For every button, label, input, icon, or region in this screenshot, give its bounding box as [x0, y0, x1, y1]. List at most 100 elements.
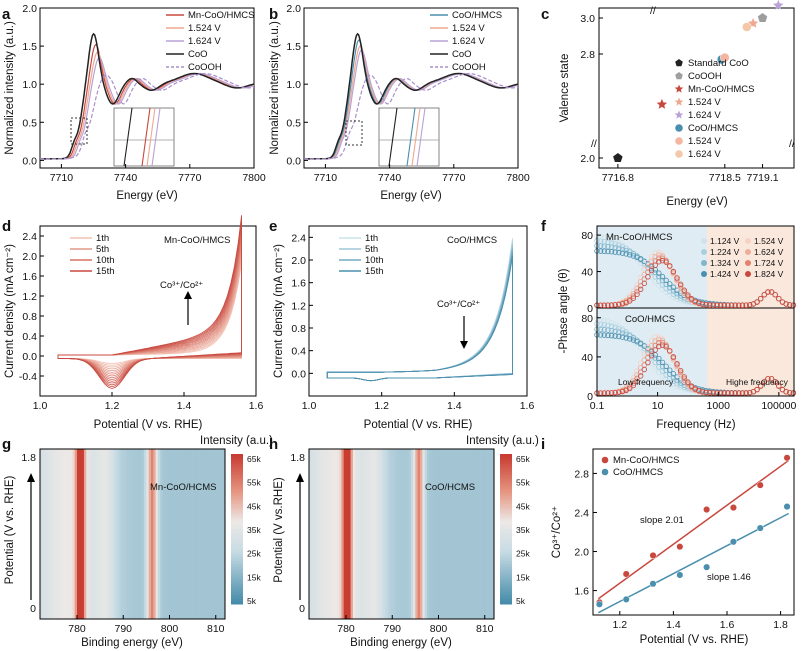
panel-g-heatmap: Mn-CoO/HCMS 65k 55k 45k 35k 25k 15k 5k Intensi… — [4, 435, 273, 649]
phase-point — [707, 390, 713, 396]
x-tick-label: 1.6 — [249, 400, 264, 412]
x-tick-label: 780 — [68, 623, 86, 635]
axis-break-top: // — [650, 5, 656, 17]
colorbar-cell — [500, 566, 512, 570]
heatmap-column — [410, 449, 414, 619]
heatmap-column — [355, 449, 358, 619]
point-pentagon — [757, 13, 768, 22]
colorbar-cell — [231, 486, 243, 490]
x-axis-label: Energy (eV) — [666, 196, 728, 208]
legend-marker — [701, 238, 707, 244]
phase-point — [648, 343, 655, 349]
arrow-down-head — [460, 341, 468, 349]
phase-point — [656, 355, 662, 362]
colorbar-cell — [500, 466, 512, 470]
colorbar-cell — [231, 506, 243, 510]
phase-point — [754, 386, 760, 393]
heatmap-column — [183, 449, 186, 619]
phase-point — [670, 371, 677, 377]
data-point — [703, 563, 711, 571]
phase-point — [634, 340, 640, 347]
y-axis-label: Valence state — [559, 54, 571, 123]
colorbar-tick: 5k — [247, 596, 257, 606]
heatmap-column — [107, 449, 110, 619]
y-axis-label: -Phase angle (θ) — [558, 268, 570, 353]
heatmap-column — [104, 449, 108, 619]
colorbar-cell — [231, 461, 243, 465]
subplot-title-bottom: CoO/HMCS — [625, 314, 675, 325]
phase-point — [612, 241, 618, 247]
heatmap-column — [83, 449, 87, 619]
colorbar-cell — [231, 479, 243, 482]
phase-point — [707, 302, 713, 308]
heatmap-column — [447, 449, 451, 619]
phase-point — [623, 251, 629, 257]
y-tick-label: 2.0 — [22, 3, 37, 15]
colorbar-tick: 15k — [516, 572, 530, 582]
colorbar-cell — [500, 581, 512, 585]
data-point — [676, 543, 684, 551]
heatmap-column — [426, 449, 430, 619]
colorbar-cell — [231, 469, 243, 472]
phase-point — [670, 357, 677, 364]
colorbar-cell — [500, 574, 512, 577]
colorbar-cell — [231, 531, 243, 535]
heatmap-column — [408, 449, 412, 619]
phase-point — [634, 291, 640, 298]
heatmap-column — [155, 449, 159, 619]
phase-point — [652, 279, 658, 285]
y-tick-label: 0 — [299, 603, 305, 615]
colorbar-cell — [231, 546, 243, 550]
y-tick-label: 1.6 — [291, 278, 306, 290]
phase-point — [677, 369, 684, 375]
panel-label-b: b — [269, 6, 278, 23]
phase-point — [619, 330, 626, 336]
x-tick-label: 800 — [161, 623, 179, 635]
phase-point — [619, 334, 626, 340]
y-tick-label: 80 — [581, 230, 593, 242]
colorbar-cell — [500, 536, 512, 540]
panel-h-heatmap: CoO/HCMS 65k 55k 45k 35k 25k 15k 5k Intensity … — [273, 435, 539, 649]
phase-point — [717, 302, 724, 308]
x-axis-label: Energy (eV) — [116, 190, 178, 202]
colorbar-cell — [500, 596, 512, 600]
y-tick-label: 0 — [587, 303, 593, 315]
heatmap-column — [454, 449, 458, 619]
redox-annotation: Co³⁺/Co²⁺ — [160, 280, 203, 291]
spectrum-line-2 — [304, 49, 519, 160]
legend-label: 1.124 V — [710, 236, 740, 246]
colorbar-cell — [500, 481, 512, 485]
y-axis-label: Potential (V vs.RHE) — [273, 477, 285, 583]
heatmap-column — [194, 449, 198, 619]
heatmap-column — [139, 449, 143, 619]
heatmap-column — [116, 449, 119, 619]
y-tick-label: 0.0 — [286, 155, 301, 167]
axis-break-left: // — [591, 138, 597, 150]
phase-point — [743, 302, 749, 308]
legend: Mn-CoO/HMCS 1.524 V 1.624 V CoO CoOOH — [166, 10, 255, 73]
y-tick-label: 2.4 — [291, 232, 306, 244]
phase-point — [663, 289, 669, 296]
zoom-box — [345, 120, 363, 146]
heatmap-column — [429, 449, 432, 619]
heatmap-column — [369, 449, 372, 619]
heatmap-column — [93, 449, 96, 619]
heatmap-column — [58, 449, 62, 619]
heatmap-column — [357, 449, 361, 619]
xanes-curves — [40, 32, 255, 160]
colorbar-cell — [231, 526, 243, 530]
colorbar-cell — [500, 501, 512, 505]
phase-point — [714, 390, 720, 396]
legend-label: 1.724 V — [754, 258, 784, 268]
x-tick-label: 7740 — [114, 172, 138, 184]
heatmap-column — [167, 449, 170, 619]
heatmap-column — [74, 449, 78, 619]
heatmap-column — [359, 449, 363, 619]
phase-point — [656, 273, 662, 280]
y-tick-label: 0 — [30, 603, 36, 615]
legend-label: CoOOH — [688, 71, 722, 82]
panel-b-xanes: CoO/HMCS 1.524 V 1.624 V CoO CoOOH 7710 7740 7… — [269, 3, 530, 202]
phase-point — [637, 373, 644, 379]
inset-line — [123, 107, 133, 167]
